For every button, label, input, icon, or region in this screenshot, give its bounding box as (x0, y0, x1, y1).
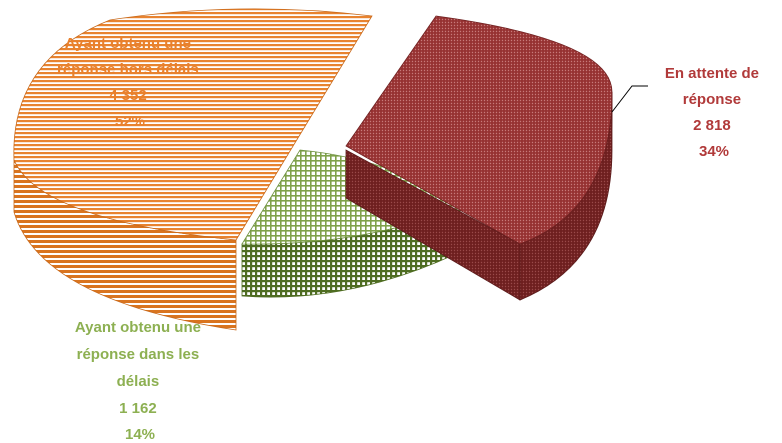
slice-en-attente-top (345, 15, 613, 245)
label-line: 34% (699, 143, 729, 160)
label-line: En attente de (665, 65, 759, 82)
label-line: réponse hors délais (57, 61, 199, 78)
label-line: 4 352 (109, 87, 147, 104)
label-line: 2 818 (693, 117, 731, 134)
data-label-dans-delais: Ayant obtenu une réponse dans les délais… (75, 319, 205, 443)
slice-en-attente (345, 15, 613, 301)
label-line: 52% (115, 113, 145, 130)
label-line: délais (117, 373, 160, 390)
slice-hors-delais (13, 8, 373, 331)
leader-line-en-attente (611, 85, 648, 113)
data-label-en-attente: En attente de réponse 2 818 34% (665, 65, 763, 160)
label-line: 1 162 (119, 400, 157, 417)
label-line: 14% (125, 426, 155, 443)
data-label-hors-delais: Ayant obtenu une réponse hors délais 4 3… (57, 35, 203, 130)
label-line: Ayant obtenu une (75, 319, 201, 336)
slice-hors-delais-top (13, 8, 373, 241)
label-line: réponse (683, 91, 741, 108)
label-line: réponse dans les (77, 346, 200, 363)
label-line: Ayant obtenu une (65, 35, 191, 52)
